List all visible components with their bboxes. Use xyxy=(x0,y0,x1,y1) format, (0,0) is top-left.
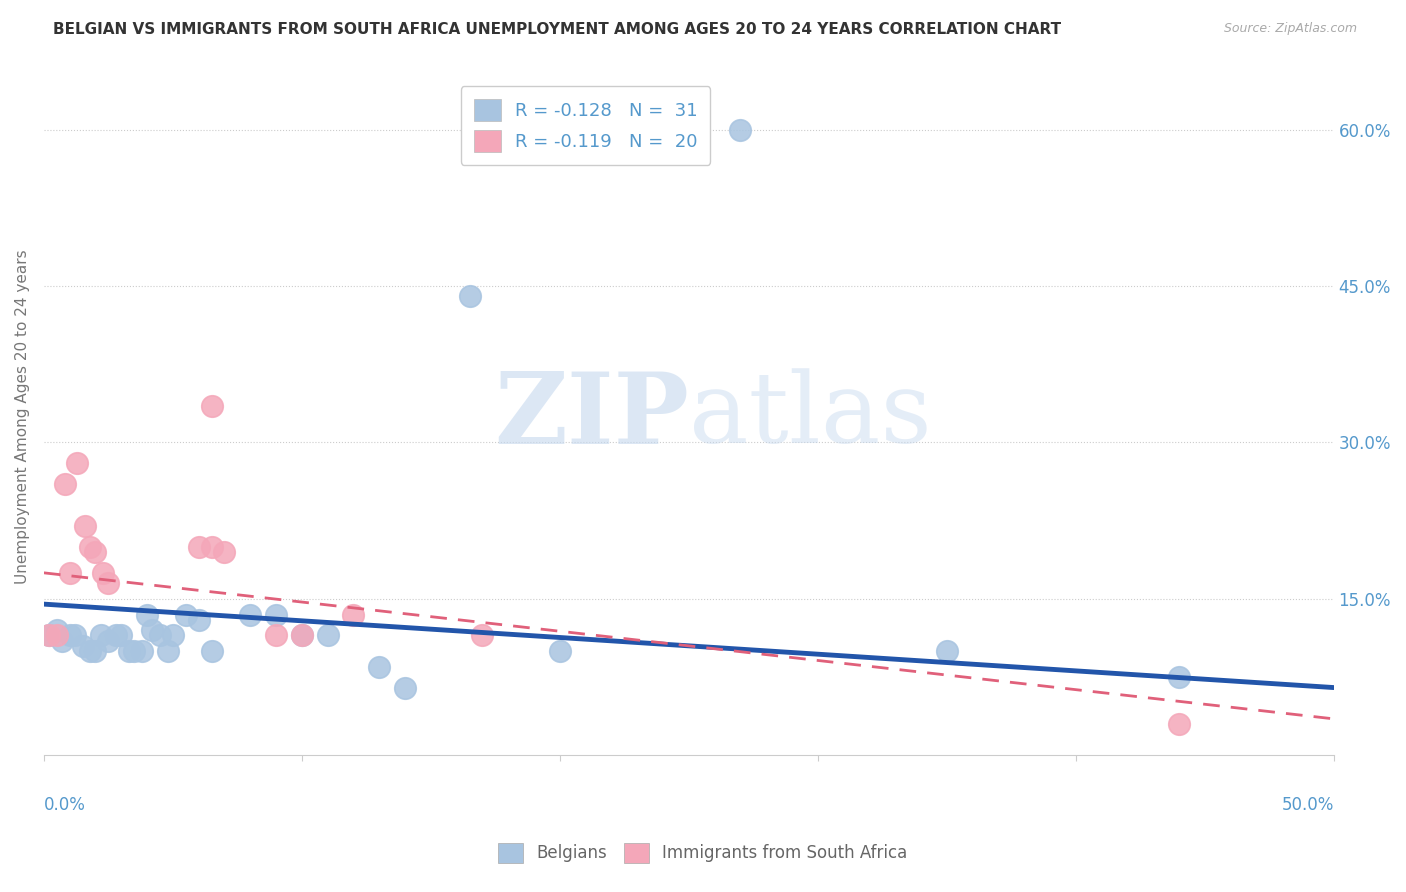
Point xyxy=(174,607,197,622)
Point xyxy=(38,628,60,642)
Point xyxy=(91,566,114,580)
Point xyxy=(291,628,314,642)
Point xyxy=(136,607,159,622)
Point xyxy=(51,633,73,648)
Point xyxy=(141,623,163,637)
Point xyxy=(66,456,89,470)
Point xyxy=(162,628,184,642)
Point xyxy=(291,628,314,642)
Text: BELGIAN VS IMMIGRANTS FROM SOUTH AFRICA UNEMPLOYMENT AMONG AGES 20 TO 24 YEARS C: BELGIAN VS IMMIGRANTS FROM SOUTH AFRICA … xyxy=(53,22,1062,37)
Point xyxy=(187,613,209,627)
Point xyxy=(264,628,287,642)
Point xyxy=(239,607,262,622)
Point xyxy=(394,681,416,695)
Point xyxy=(316,628,339,642)
Point xyxy=(118,644,141,658)
Point xyxy=(84,545,107,559)
Point xyxy=(59,566,82,580)
Point xyxy=(368,659,391,673)
Point xyxy=(264,607,287,622)
Point xyxy=(110,628,132,642)
Point xyxy=(1167,670,1189,684)
Point xyxy=(149,628,172,642)
Point xyxy=(131,644,153,658)
Point xyxy=(79,644,101,658)
Point xyxy=(200,644,222,658)
Point xyxy=(63,628,86,642)
Point xyxy=(342,607,364,622)
Point xyxy=(45,623,67,637)
Point xyxy=(79,540,101,554)
Point xyxy=(97,576,120,591)
Point xyxy=(53,477,76,491)
Point xyxy=(122,644,145,658)
Text: ZIP: ZIP xyxy=(494,368,689,465)
Point xyxy=(156,644,179,658)
Point xyxy=(214,545,236,559)
Point xyxy=(458,289,481,303)
Point xyxy=(59,628,82,642)
Legend: Belgians, Immigrants from South Africa: Belgians, Immigrants from South Africa xyxy=(486,831,920,875)
Y-axis label: Unemployment Among Ages 20 to 24 years: Unemployment Among Ages 20 to 24 years xyxy=(15,249,30,583)
Point xyxy=(471,628,494,642)
Point xyxy=(45,628,67,642)
Point xyxy=(548,644,571,658)
Point xyxy=(1167,717,1189,731)
Point xyxy=(75,519,97,533)
Point xyxy=(200,399,222,413)
Text: 50.0%: 50.0% xyxy=(1281,796,1334,814)
Point xyxy=(730,122,752,136)
Text: Source: ZipAtlas.com: Source: ZipAtlas.com xyxy=(1223,22,1357,36)
Text: 0.0%: 0.0% xyxy=(44,796,86,814)
Point xyxy=(72,639,94,653)
Point xyxy=(97,633,120,648)
Point xyxy=(200,540,222,554)
Point xyxy=(84,644,107,658)
Text: atlas: atlas xyxy=(689,368,932,465)
Point xyxy=(105,628,128,642)
Legend: R = -0.128   N =  31, R = -0.119   N =  20: R = -0.128 N = 31, R = -0.119 N = 20 xyxy=(461,87,710,165)
Point xyxy=(187,540,209,554)
Point xyxy=(38,628,60,642)
Point xyxy=(935,644,957,658)
Point xyxy=(90,628,112,642)
